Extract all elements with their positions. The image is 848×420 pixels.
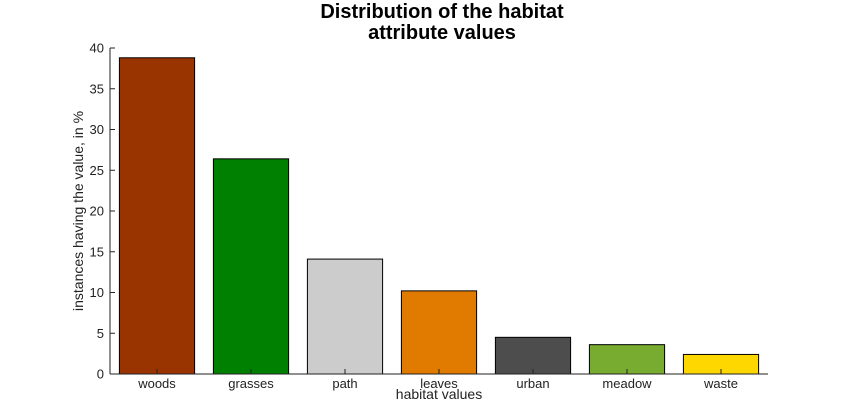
y-tick-label-30: 30 [90, 122, 104, 137]
x-tick-label-woods: woods [137, 376, 176, 391]
y-tick-label-0: 0 [97, 367, 104, 382]
bar-grasses [212, 158, 290, 375]
x-tick-label-path: path [332, 376, 357, 391]
bars-group [118, 57, 760, 375]
y-tick-label-15: 15 [90, 244, 104, 259]
bar-leaves [400, 290, 478, 375]
y-tick-label-35: 35 [90, 81, 104, 96]
x-axis-label: habitat values [396, 386, 482, 402]
x-ticks-group: woods grasses path leaves urban meadow waste [137, 369, 738, 391]
bar-urban [494, 336, 572, 375]
chart-title-line-1: Distribution of the habitat [320, 1, 564, 23]
x-tick-label-urban: urban [516, 376, 549, 391]
y-tick-label-5: 5 [97, 326, 104, 341]
x-tick-label-waste: waste [703, 376, 738, 391]
x-tick-label-grasses: grasses [228, 376, 274, 391]
y-ticks-group: 0 5 10 15 20 25 30 35 40 [90, 41, 115, 382]
chart-title-line-2: attribute values [368, 22, 516, 44]
y-tick-label-10: 10 [90, 285, 104, 300]
bar-path [306, 258, 384, 375]
bar-woods [118, 57, 196, 375]
x-tick-label-leaves: leaves [420, 376, 458, 391]
y-tick-label-40: 40 [90, 41, 104, 56]
y-tick-label-20: 20 [90, 204, 104, 219]
y-axis-label: instances having the value, in % [70, 111, 86, 311]
x-tick-label-meadow: meadow [602, 376, 652, 391]
y-tick-label-25: 25 [90, 163, 104, 178]
